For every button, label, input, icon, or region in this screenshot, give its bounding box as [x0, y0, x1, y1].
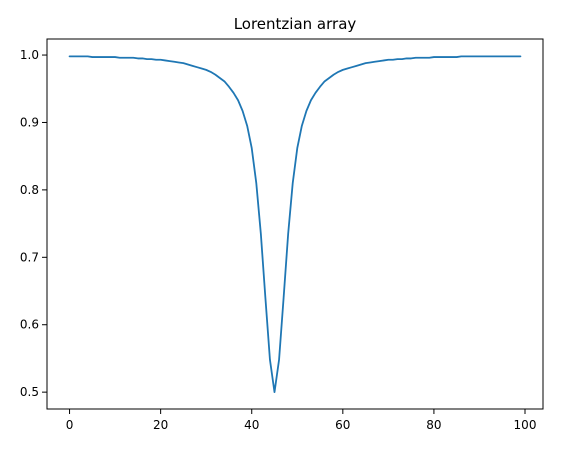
- plot-frame: [46, 38, 544, 410]
- y-tick-label: 0.9: [20, 115, 39, 129]
- series-line: [68, 55, 522, 394]
- x-tick-label: 40: [244, 418, 259, 432]
- x-tick-label: 100: [514, 418, 537, 432]
- series-layer: [68, 55, 522, 394]
- chart-title: Lorentzian array: [234, 15, 357, 33]
- y-tick-label: 0.6: [20, 318, 39, 332]
- y-tick-label: 1.0: [20, 48, 39, 62]
- y-tick-label: 0.5: [20, 385, 39, 399]
- x-tick-label: 60: [335, 418, 350, 432]
- x-axis: 0 20 40 60 80 100: [66, 409, 537, 432]
- y-axis: 0.5 0.6 0.7 0.8 0.9 1.0: [20, 48, 47, 399]
- x-tick-label: 20: [153, 418, 168, 432]
- x-tick-label: 80: [426, 418, 441, 432]
- plot-area: 0 20 40 60 80 100 0.5 0.6 0.7 0.8 0.9 1.0: [20, 38, 544, 432]
- x-tick-label: 0: [66, 418, 74, 432]
- y-tick-label: 0.8: [20, 183, 39, 197]
- y-tick-label: 0.7: [20, 250, 39, 264]
